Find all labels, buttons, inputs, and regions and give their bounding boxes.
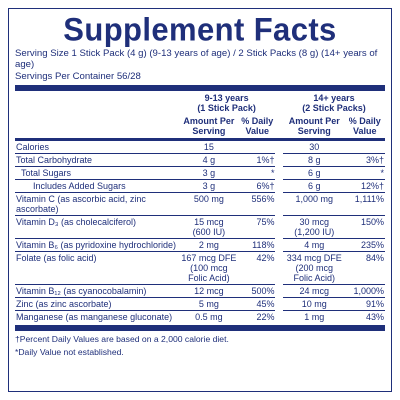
amount-2: 4 mg — [283, 238, 346, 252]
amount-2: 30 mcg (1,200 IU) — [283, 215, 346, 239]
amount-1: 15 mcg (600 IU) — [177, 215, 241, 239]
daily-value-1: 45% — [240, 297, 276, 311]
nutrient-name: Manganese (as manganese gluconate) — [15, 310, 178, 323]
group2-header: 14+ years (2 Stick Packs) — [283, 91, 385, 113]
nutrient-name: Folate (as folic acid) — [15, 251, 178, 285]
amount-1: 5 mg — [177, 297, 241, 311]
nutrient-row: Vitamin B₆ (as pyridoxine hydrochloride)… — [15, 238, 385, 252]
nutrient-row: Total Carbohydrate 4 g 1%† 8 g 3%† — [15, 153, 385, 167]
column-header-row: Amount Per Serving % Daily Value Amount … — [15, 113, 385, 138]
daily-value-1: 556% — [240, 192, 276, 216]
panel-title: Supplement Facts — [63, 11, 337, 48]
group2-subtitle: (2 Stick Packs) — [302, 103, 366, 113]
nutrient-name: Zinc (as zinc ascorbate) — [15, 297, 178, 311]
daily-value-1: 500% — [240, 284, 276, 298]
amount-1: 500 mg — [177, 192, 241, 216]
group1-title: 9-13 years — [204, 93, 249, 103]
amount-1: 12 mcg — [177, 284, 241, 298]
dv-header-1: % Daily Value — [241, 116, 274, 136]
nutrient-name: Vitamin C (as ascorbic acid, zinc ascorb… — [15, 192, 178, 216]
amount-1: 3 g — [177, 166, 241, 180]
daily-value-2: 235% — [345, 238, 385, 252]
daily-value-2: 84% — [345, 251, 385, 285]
daily-value-2: 150% — [345, 215, 385, 239]
nutrient-row: Folate (as folic acid) 167 mcg DFE (100 m… — [15, 251, 385, 285]
nutrient-name: Vitamin B₆ (as pyridoxine hydrochloride) — [15, 238, 178, 252]
amount-2: 6 g — [283, 166, 346, 180]
thick-divider — [15, 85, 385, 91]
daily-value-2: 1,111% — [345, 192, 385, 216]
daily-value-2: 3%† — [345, 153, 385, 167]
amount-2: 6 g — [283, 179, 346, 193]
daily-value-2: * — [345, 166, 385, 180]
nutrient-row: Zinc (as zinc ascorbate) 5 mg 45% 10 mg 91% — [15, 297, 385, 311]
daily-value-2: 43% — [345, 310, 385, 323]
nutrient-name: Total Carbohydrate — [15, 153, 178, 167]
amount-1: 4 g — [177, 153, 241, 167]
amount-2: 1,000 mg — [283, 192, 346, 216]
nutrient-row: Vitamin C (as ascorbic acid, zinc ascorb… — [15, 192, 385, 216]
amount-1: 15 — [177, 139, 241, 154]
amount-header-2: Amount Per Serving — [288, 116, 340, 136]
group2-title: 14+ years — [313, 93, 355, 103]
nutrient-row: Vitamin B₁₂ (as cyanocobalamin) 12 mcg 500… — [15, 284, 385, 298]
nutrient-name: Total Sugars — [15, 166, 178, 180]
nutrient-row: Calories 15 30 — [15, 139, 385, 154]
bottom-divider — [15, 325, 385, 331]
servings-per-container: Servings Per Container 56/28 — [15, 71, 141, 82]
amount-header-1: Amount Per Serving — [183, 116, 235, 136]
supplement-facts-panel: Supplement Facts Serving Size 1 Stick Pa… — [8, 8, 392, 392]
nutrient-table: 9-13 years (1 Stick Pack) 14+ years (2 S… — [15, 91, 385, 323]
group1-subtitle: (1 Stick Pack) — [197, 103, 256, 113]
daily-value-1: 22% — [240, 310, 276, 323]
daily-value-2 — [345, 139, 385, 154]
amount-2: 334 mcg DFE (200 mcg Folic Acid) — [283, 251, 346, 285]
daily-value-1: 6%† — [240, 179, 276, 193]
nutrient-row: Manganese (as manganese gluconate) 0.5 mg… — [15, 310, 385, 323]
nutrient-name: Includes Added Sugars — [15, 179, 178, 193]
daily-value-1: * — [240, 166, 276, 180]
amount-2: 1 mg — [283, 310, 346, 323]
amount-1: 167 mcg DFE (100 mcg Folic Acid) — [177, 251, 241, 285]
daily-value-1: 42% — [240, 251, 276, 285]
daily-value-1: 75% — [240, 215, 276, 239]
amount-2: 8 g — [283, 153, 346, 167]
amount-1: 2 mg — [177, 238, 241, 252]
nutrient-row: Includes Added Sugars 3 g 6%† 6 g 12%† — [15, 179, 385, 193]
daily-value-1: 1%† — [240, 153, 276, 167]
daily-value-2: 12%† — [345, 179, 385, 193]
nutrient-row: Vitamin D₃ (as cholecalciferol) 15 mcg (6… — [15, 215, 385, 239]
amount-2: 30 — [283, 139, 346, 154]
nutrient-row: Total Sugars 3 g * 6 g * — [15, 166, 385, 180]
amount-1: 0.5 mg — [177, 310, 241, 323]
dv-header-2: % Daily Value — [348, 116, 381, 136]
amount-1: 3 g — [177, 179, 241, 193]
nutrient-name: Calories — [15, 139, 178, 154]
serving-size: Serving Size 1 Stick Pack (4 g) (9-13 ye… — [15, 48, 378, 70]
daily-value-1 — [240, 139, 276, 154]
age-group-header: 9-13 years (1 Stick Pack) 14+ years (2 S… — [15, 91, 385, 113]
daily-value-2: 1,000% — [345, 284, 385, 298]
daily-value-2: 91% — [345, 297, 385, 311]
amount-2: 10 mg — [283, 297, 346, 311]
nutrient-name: Vitamin D₃ (as cholecalciferol) — [15, 215, 178, 239]
footnote-percent: †Percent Daily Values are based on a 2,0… — [15, 334, 229, 344]
footnote-daily-value: *Daily Value not established. — [15, 347, 124, 357]
daily-value-1: 118% — [240, 238, 276, 252]
group1-header: 9-13 years (1 Stick Pack) — [178, 91, 276, 113]
nutrient-name: Vitamin B₁₂ (as cyanocobalamin) — [15, 284, 178, 298]
amount-2: 24 mcg — [283, 284, 346, 298]
